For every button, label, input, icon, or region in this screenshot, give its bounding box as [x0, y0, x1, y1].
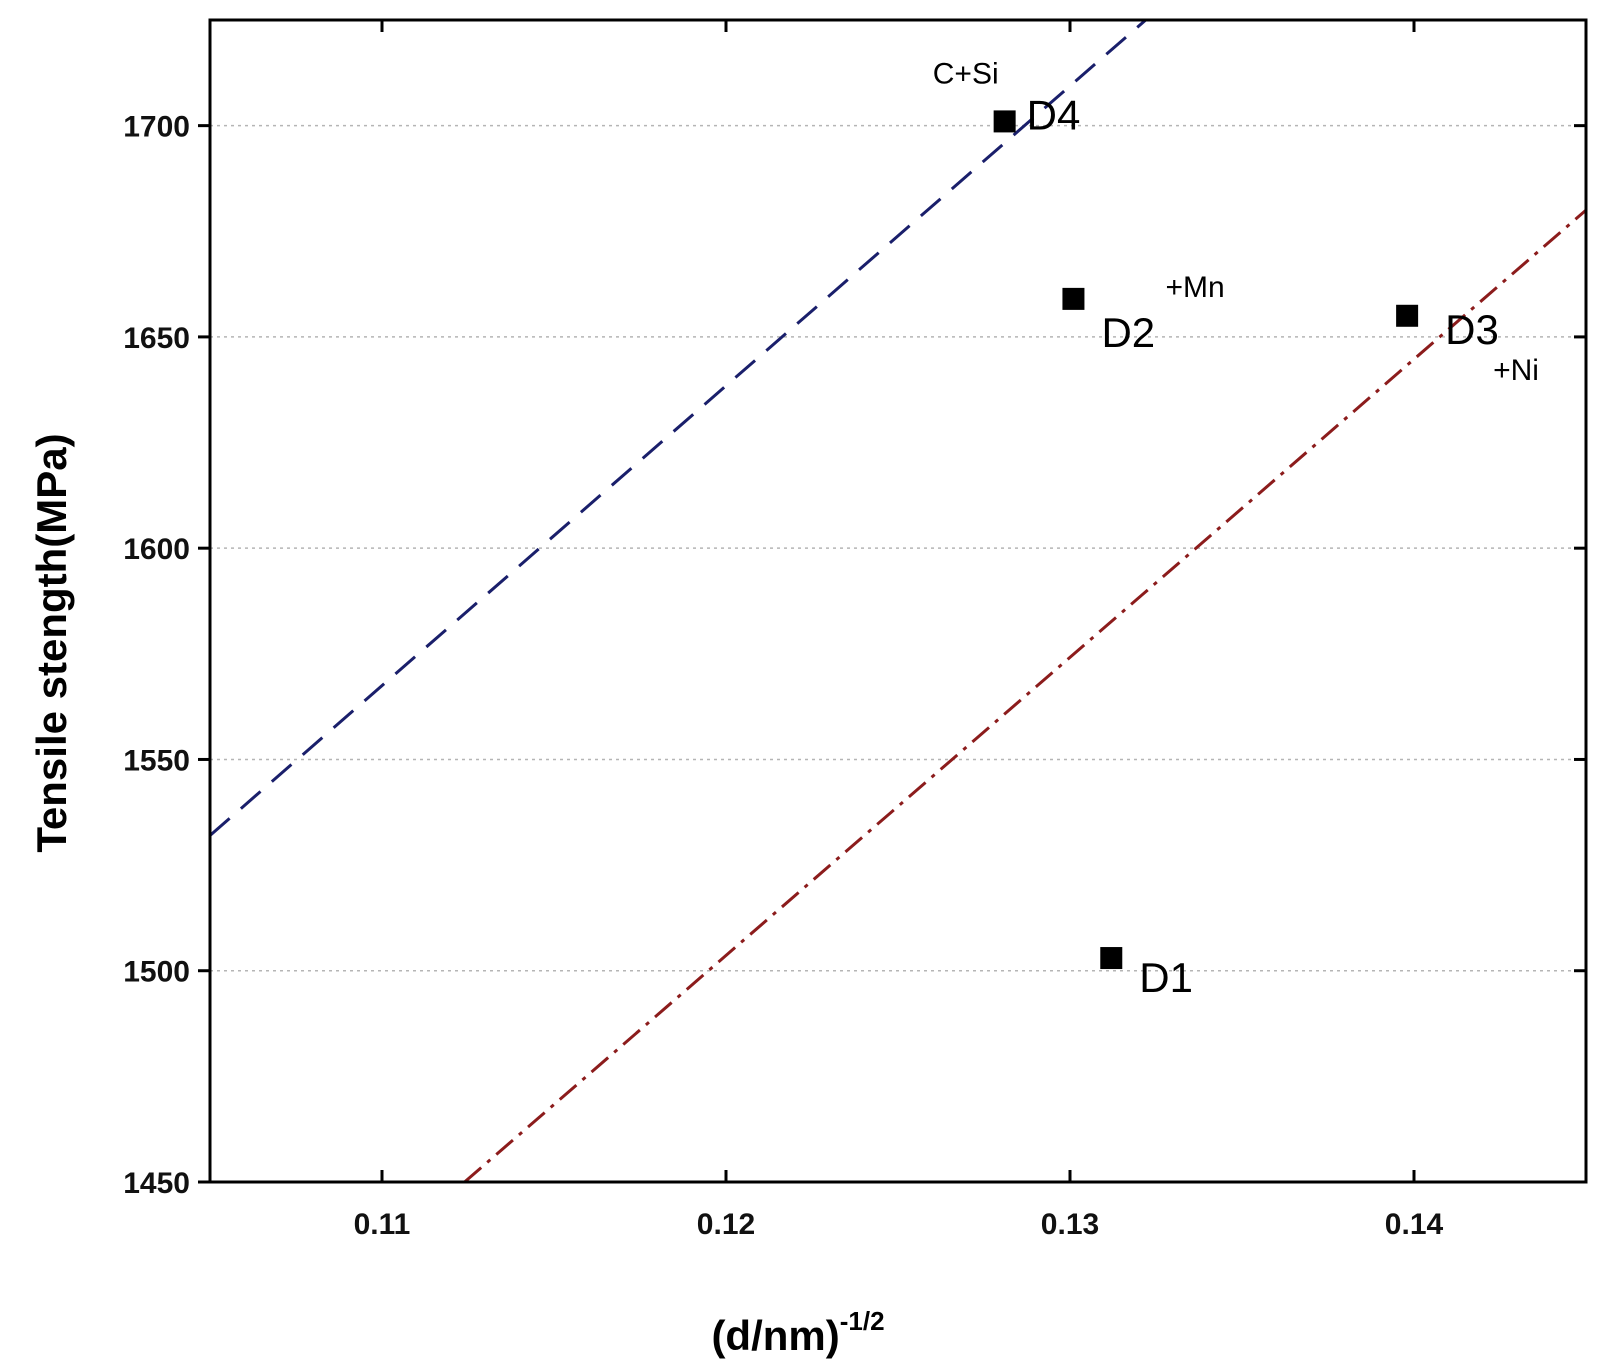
point-label-d3: D3	[1445, 306, 1499, 353]
point-annotation-d4: C+Si	[933, 57, 999, 90]
lower-fit-line	[463, 209, 1586, 1182]
upper-fit-line	[210, 20, 1147, 837]
y-tick-label-1450: 1450	[123, 1167, 190, 1200]
x-tick-label-2: 0.13	[1041, 1208, 1099, 1241]
point-label-d4: D4	[1027, 91, 1081, 138]
gridlines	[210, 124, 1586, 972]
fit-lines	[210, 20, 1586, 1182]
data-points: D1 D2 +Mn D3+Ni D4 C+Si	[933, 57, 1539, 1001]
y-tick-label-1650: 1650	[123, 322, 190, 355]
y-tick-label-1500: 1500	[123, 956, 190, 989]
x-axis-title-main: (d/nm)	[711, 1312, 839, 1359]
x-tick-label-1: 0.12	[697, 1208, 755, 1241]
y-tick-label-1700: 1700	[123, 111, 190, 144]
point-marker-d1	[1100, 947, 1123, 970]
y-tick-label-1600: 1600	[123, 533, 190, 566]
point-annotation-d3: +Ni	[1493, 354, 1539, 387]
point-annotation-d2: +Mn	[1165, 271, 1224, 304]
y-tick-label-1550: 1550	[123, 744, 190, 777]
point-marker-d3	[1396, 304, 1419, 327]
x-axis-title: (d/nm)-1/2	[711, 1306, 884, 1359]
x-tick-label-3: 0.14	[1385, 1208, 1444, 1241]
y-axis-title: Tensile stength(MPa)	[28, 433, 75, 852]
point-label-d1: D1	[1139, 954, 1193, 1001]
point-label-d2: D2	[1101, 309, 1155, 356]
point-marker-d2	[1062, 287, 1085, 310]
point-marker-d4	[993, 110, 1016, 133]
x-axis-title-superscript: -1/2	[840, 1306, 885, 1336]
plot-frame	[208, 18, 1588, 1184]
axis-ticks: 1450 1500 1550 1600 1650 1700 0.11 0.12 0.13 0.14	[123, 20, 1586, 1241]
x-tick-label-0: 0.11	[354, 1208, 411, 1241]
